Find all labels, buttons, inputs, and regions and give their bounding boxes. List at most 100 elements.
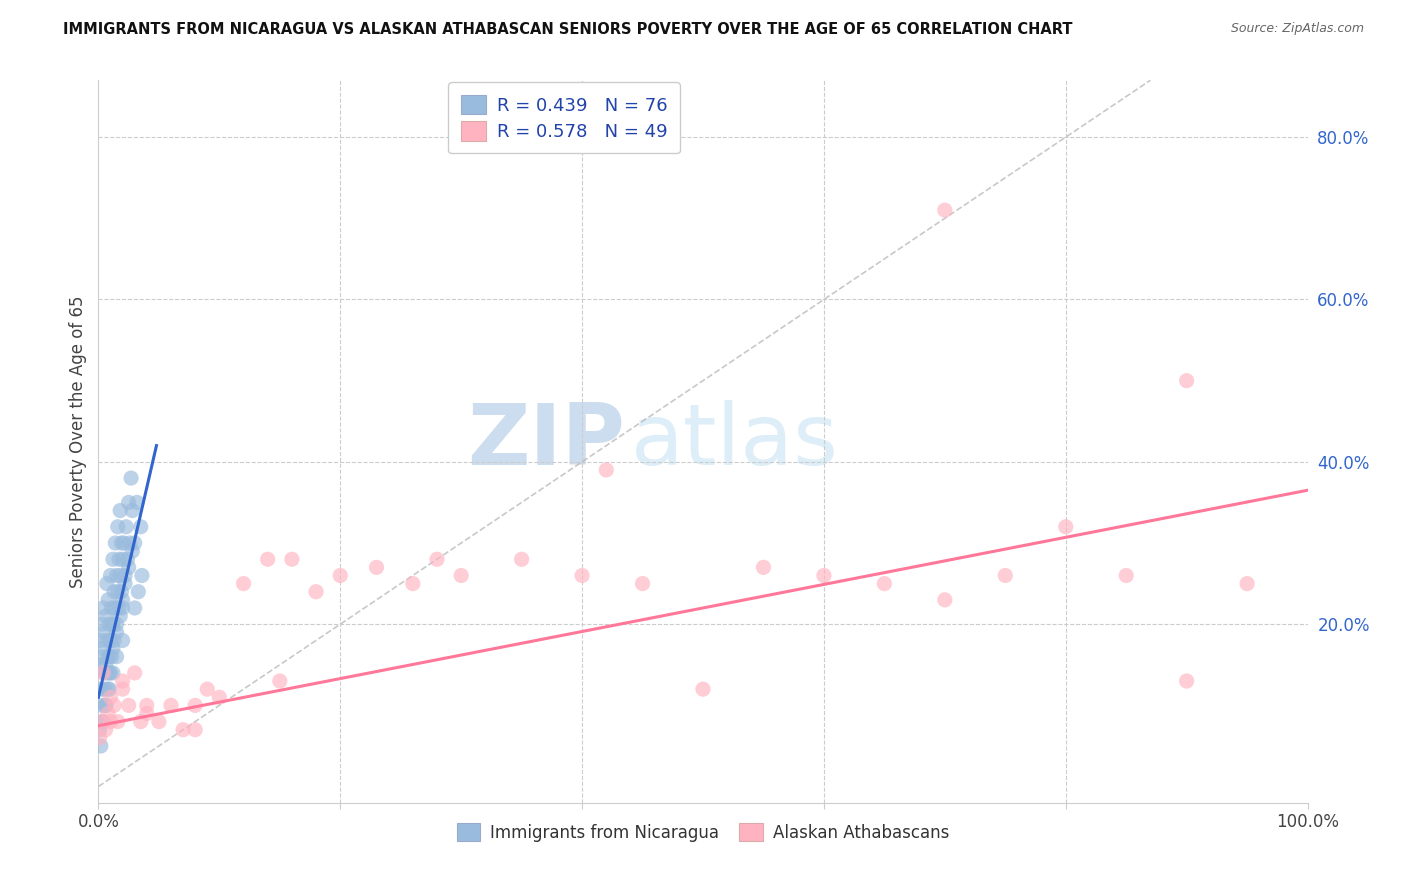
Text: atlas: atlas [630, 400, 838, 483]
Point [111, 633, 134, 648]
Point [366, 560, 388, 574]
Point [195, 682, 218, 697]
Point [105, 649, 128, 664]
Point [101, 552, 124, 566]
Point [89, 731, 111, 745]
Point [129, 714, 152, 729]
Point [104, 601, 127, 615]
Point [97, 592, 120, 607]
Point [110, 584, 132, 599]
Point [94, 723, 117, 737]
Point [101, 665, 124, 680]
Point [111, 592, 134, 607]
Point [1054, 520, 1077, 534]
Point [111, 552, 134, 566]
Point [94, 698, 117, 713]
Point [107, 520, 129, 534]
Point [89, 723, 111, 737]
Point [135, 706, 157, 721]
Point [105, 568, 128, 582]
Point [90, 633, 112, 648]
Point [118, 560, 141, 574]
Point [101, 617, 124, 632]
Point [97, 682, 120, 697]
Point [510, 552, 533, 566]
Point [100, 690, 122, 705]
Point [91, 617, 114, 632]
Point [91, 665, 114, 680]
Point [90, 739, 112, 753]
Point [107, 714, 129, 729]
Point [108, 568, 131, 582]
Y-axis label: Seniors Poverty Over the Age of 65: Seniors Poverty Over the Age of 65 [69, 295, 87, 588]
Point [595, 463, 617, 477]
Point [692, 682, 714, 697]
Point [402, 576, 425, 591]
Point [96, 665, 118, 680]
Point [118, 698, 141, 713]
Point [111, 673, 134, 688]
Point [90, 682, 112, 697]
Point [115, 520, 138, 534]
Point [934, 203, 956, 218]
Point [873, 576, 896, 591]
Point [91, 714, 114, 729]
Point [97, 649, 120, 664]
Point [160, 698, 183, 713]
Point [108, 601, 131, 615]
Point [93, 682, 115, 697]
Point [96, 633, 118, 648]
Point [100, 665, 122, 680]
Point [118, 536, 141, 550]
Point [129, 520, 152, 534]
Point [450, 568, 472, 582]
Point [98, 617, 121, 632]
Legend: Immigrants from Nicaragua, Alaskan Athabascans: Immigrants from Nicaragua, Alaskan Athab… [450, 817, 956, 848]
Point [91, 641, 114, 656]
Point [104, 536, 127, 550]
Point [1115, 568, 1137, 582]
Point [131, 568, 153, 582]
Point [100, 649, 122, 664]
Point [111, 682, 134, 697]
Text: ZIP: ZIP [467, 400, 624, 483]
Point [184, 698, 207, 713]
Point [103, 698, 125, 713]
Point [108, 552, 131, 566]
Point [98, 649, 121, 664]
Point [103, 584, 125, 599]
Point [105, 617, 128, 632]
Point [184, 723, 207, 737]
Point [103, 633, 125, 648]
Text: Source: ZipAtlas.com: Source: ZipAtlas.com [1230, 22, 1364, 36]
Point [124, 536, 146, 550]
Point [105, 625, 128, 640]
Point [96, 576, 118, 591]
Point [100, 601, 122, 615]
Point [1175, 374, 1198, 388]
Point [124, 665, 146, 680]
Point [208, 690, 231, 705]
Point [98, 665, 121, 680]
Point [281, 552, 304, 566]
Point [98, 682, 121, 697]
Point [329, 568, 352, 582]
Point [108, 609, 131, 624]
Point [91, 714, 114, 729]
Point [94, 657, 117, 672]
Point [121, 544, 143, 558]
Point [112, 536, 135, 550]
Point [256, 552, 278, 566]
Point [269, 673, 291, 688]
Point [934, 592, 956, 607]
Point [426, 552, 449, 566]
Point [91, 714, 114, 729]
Point [172, 723, 194, 737]
Point [1175, 673, 1198, 688]
Point [752, 560, 775, 574]
Point [1236, 576, 1258, 591]
Point [121, 503, 143, 517]
Point [813, 568, 835, 582]
Point [93, 665, 115, 680]
Point [118, 495, 141, 509]
